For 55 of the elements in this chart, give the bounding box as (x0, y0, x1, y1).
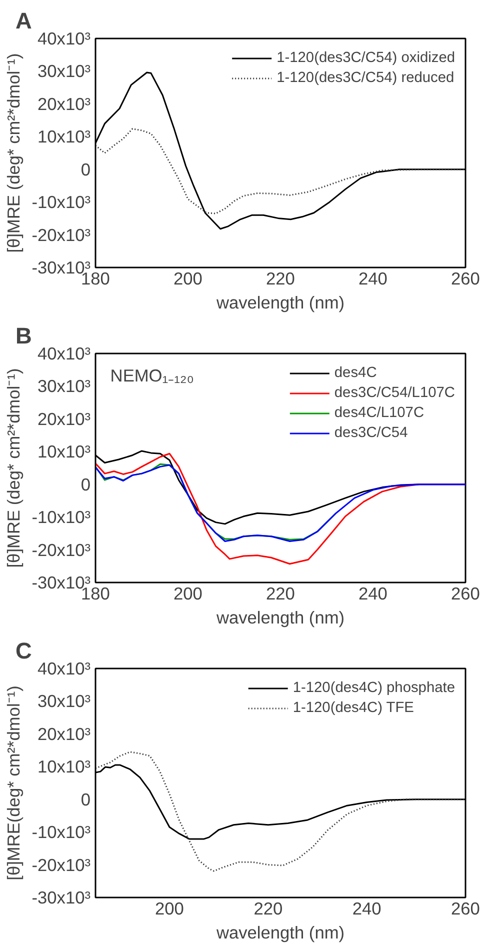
legend-label: 1-120(des3C/C54) oxidized (276, 50, 455, 66)
y-tick-label: -10x10³ (32, 822, 91, 842)
y-tick-label: 20x10³ (38, 94, 91, 114)
y-tick-label: -30x10³ (32, 888, 91, 908)
y-tick-label: -10x10³ (32, 507, 91, 528)
y-tick-label: 30x10³ (38, 61, 91, 82)
y-axis-title: [θ]MRE(deg* cm²*dmol⁻¹) (4, 686, 24, 880)
x-axis-title: wavelength (nm) (215, 292, 345, 312)
line-series (96, 751, 466, 872)
y-axis-title: [θ]MRE (deg* cm²*dmol⁻¹) (4, 53, 24, 253)
y-axis-title: [θ]MRE (deg* cm²*dmol⁻¹) (4, 368, 24, 568)
y-tick-label: 30x10³ (38, 691, 91, 712)
y-tick-label: 20x10³ (38, 408, 91, 429)
legend-label: des3C/C54 (334, 425, 408, 441)
y-tick-label: -20x10³ (32, 224, 91, 245)
x-tick-label: 200 (174, 584, 202, 604)
x-tick-label: 260 (451, 268, 480, 288)
y-tick-label: 0 (80, 159, 91, 180)
legend-label: des3C/C54/L107C (334, 385, 455, 401)
y-tick-label: 10x10³ (38, 126, 91, 147)
chart-title: B (16, 322, 32, 348)
x-tick-label: 220 (254, 898, 283, 918)
x-tick-label: 240 (352, 898, 382, 918)
x-tick-label: 220 (266, 584, 295, 604)
x-tick-label: 260 (451, 898, 480, 918)
y-tick-label: 0 (80, 789, 91, 810)
y-tick-label: 40x10³ (38, 658, 91, 678)
x-tick-label: 220 (266, 268, 295, 288)
legend-label: des4C (334, 365, 377, 381)
chart-title: C (16, 638, 32, 664)
y-tick-label: -20x10³ (32, 540, 91, 560)
y-tick-label: 0 (80, 474, 91, 494)
chart-title: A (16, 8, 32, 34)
line-series (96, 128, 466, 214)
x-tick-label: 240 (358, 584, 388, 604)
x-axis-title: wavelength (nm) (215, 922, 345, 942)
y-tick-label: 40x10³ (38, 28, 91, 48)
x-axis-title: wavelength (nm) (215, 608, 345, 628)
y-tick-label: 40x10³ (38, 344, 91, 364)
x-tick-label: 200 (174, 268, 202, 288)
y-tick-label: 30x10³ (38, 376, 91, 396)
legend-label: 1-120(des4C) TFE (292, 700, 414, 716)
x-tick-label: 200 (155, 898, 184, 918)
x-tick-label: 240 (358, 268, 388, 288)
y-tick-label: -20x10³ (32, 854, 91, 875)
y-tick-label: -10x10³ (32, 192, 91, 212)
annotation: NEMO₁₋₁₂₀ (110, 366, 194, 386)
x-tick-label: 260 (451, 584, 480, 604)
y-tick-label: 10x10³ (38, 756, 91, 777)
line-series (96, 464, 466, 542)
legend-label: 1-120(des4C) phosphate (292, 680, 455, 696)
legend-label: des4C/L107C (334, 405, 424, 421)
y-tick-label: 10x10³ (38, 442, 91, 462)
legend-label: 1-120(des3C/C54) reduced (276, 70, 454, 86)
y-tick-label: 20x10³ (38, 724, 91, 744)
